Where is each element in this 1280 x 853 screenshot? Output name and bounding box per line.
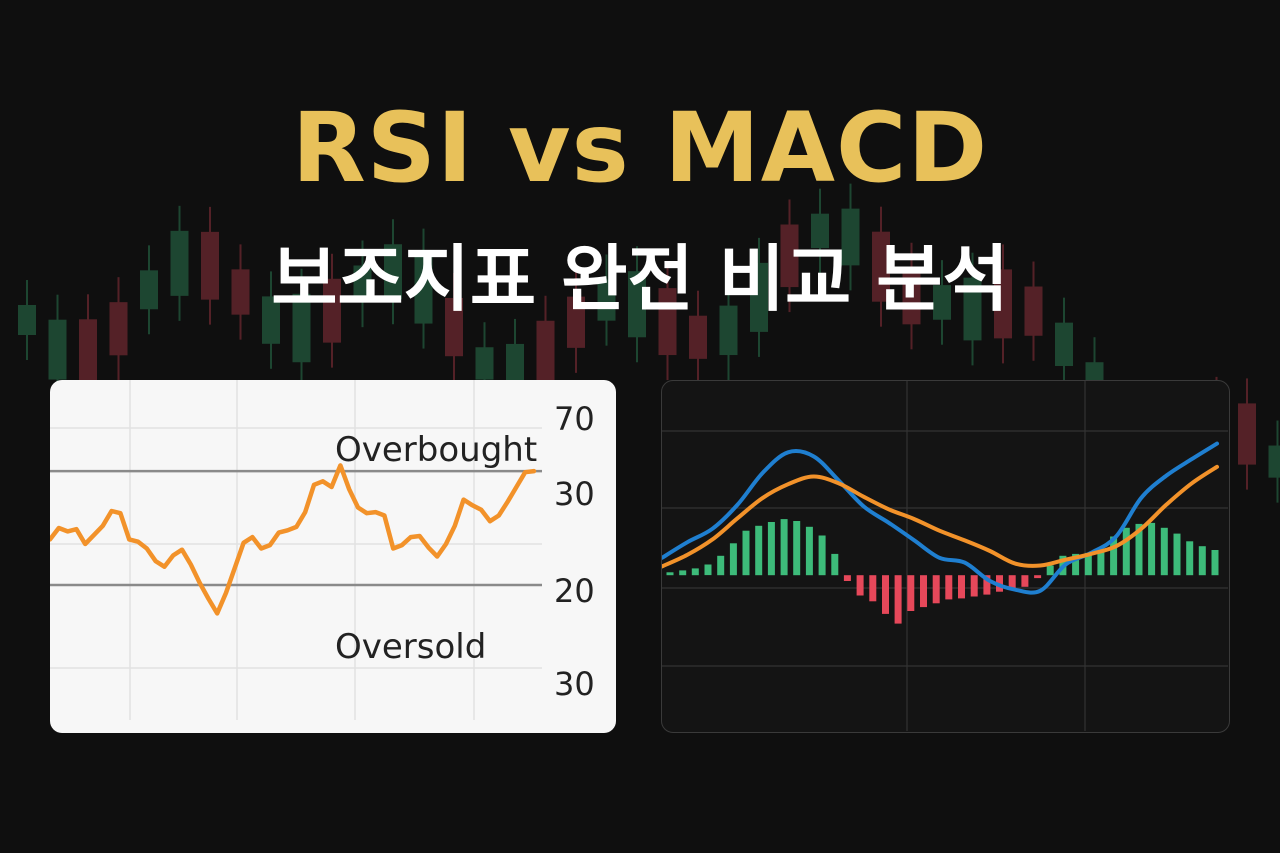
- candle-body: [475, 347, 494, 380]
- candle-body: [48, 319, 67, 380]
- candle-body: [628, 271, 646, 338]
- histogram-bar: [805, 526, 813, 576]
- histogram-bar: [907, 575, 915, 611]
- candle-body: [414, 253, 433, 324]
- histogram-bar: [1072, 553, 1080, 576]
- candle-body: [689, 315, 707, 359]
- histogram-bar: [1173, 533, 1181, 576]
- histogram-bar: [704, 564, 712, 576]
- macd-histogram: [666, 519, 1219, 624]
- macd-line: [662, 441, 1219, 595]
- candle-body: [750, 262, 768, 332]
- candle-body: [994, 269, 1012, 339]
- histogram-bar: [869, 575, 877, 602]
- histogram-bar: [958, 575, 965, 599]
- candle-body: [536, 320, 555, 391]
- candle-body: [811, 213, 829, 249]
- candle-body: [231, 269, 250, 315]
- histogram-bar: [945, 575, 953, 600]
- candle-body: [658, 288, 677, 356]
- candle-body: [353, 265, 372, 303]
- candle-body: [1238, 403, 1256, 465]
- candle-body: [170, 230, 189, 296]
- page-subtitle: 보조지표 완전 비교 분석: [271, 237, 1009, 321]
- histogram-bar: [729, 543, 737, 576]
- rsi-tick-label: 30: [554, 665, 595, 703]
- candle-body: [79, 319, 97, 390]
- histogram-bar: [1148, 522, 1156, 576]
- histogram-bar: [1122, 527, 1130, 576]
- candle-body: [140, 270, 158, 310]
- candle-body: [1055, 322, 1073, 366]
- candle-body: [902, 267, 921, 325]
- histogram-bar: [717, 555, 725, 576]
- histogram-bar: [1110, 536, 1118, 576]
- histogram-bar: [666, 572, 674, 576]
- histogram-bar: [983, 575, 991, 595]
- candle-body: [445, 297, 463, 357]
- candle-body: [292, 293, 311, 363]
- rsi-line: [50, 463, 537, 616]
- histogram-bar: [780, 519, 788, 576]
- histogram-bar: [1211, 550, 1219, 576]
- histogram-bar: [1097, 549, 1105, 576]
- histogram-bar: [1021, 575, 1029, 587]
- oversold-label: Oversold: [335, 627, 486, 667]
- rsi-grid: [50, 380, 542, 720]
- histogram-bar: [882, 575, 889, 614]
- histogram-bar: [970, 575, 978, 597]
- rsi-tick-label: 30: [554, 475, 595, 513]
- rsi-chart: 70 30 20 30 Overbought Oversold: [50, 380, 595, 720]
- candle-body: [719, 305, 738, 356]
- candle-body: [933, 285, 951, 320]
- histogram-bar: [1186, 541, 1194, 576]
- candle-body: [109, 302, 128, 356]
- macd-chart-panel: [661, 380, 1230, 733]
- histogram-bar: [894, 575, 902, 624]
- histogram-bar: [932, 575, 940, 604]
- candle-body: [323, 278, 341, 343]
- candle-body: [567, 296, 585, 348]
- candle-body: [963, 277, 982, 341]
- rsi-tick-label: 70: [554, 400, 595, 438]
- overbought-label: Overbought: [335, 430, 537, 470]
- candle-body: [1268, 445, 1280, 478]
- candle-body: [201, 231, 219, 300]
- histogram-bar: [818, 535, 826, 576]
- candle-body: [262, 296, 280, 344]
- histogram-bar: [742, 530, 750, 576]
- histogram-bar: [1198, 546, 1206, 576]
- histogram-bar: [831, 553, 839, 576]
- rsi-tick-label: 20: [554, 572, 595, 610]
- histogram-bar: [1135, 523, 1143, 576]
- signal-line: [662, 464, 1219, 569]
- histogram-bar: [679, 570, 687, 576]
- page-title: RSI vs MACD: [291, 92, 989, 204]
- candle-body: [841, 208, 860, 266]
- histogram-bar: [755, 525, 763, 576]
- candle-body: [872, 231, 890, 302]
- histogram-bar: [856, 575, 864, 596]
- histogram-bar: [767, 522, 775, 576]
- candle-body: [780, 224, 799, 288]
- histogram-bar: [920, 575, 927, 608]
- histogram-bar: [793, 521, 801, 576]
- histogram-bar: [1160, 527, 1168, 576]
- rsi-chart-panel: 70 30 20 30 Overbought Oversold: [50, 380, 616, 733]
- candle-body: [597, 279, 616, 321]
- histogram-bar: [1046, 565, 1054, 576]
- histogram-bar: [691, 568, 699, 576]
- histogram-bar: [1008, 575, 1016, 589]
- histogram-bar: [1084, 552, 1092, 576]
- candle-body: [18, 305, 36, 335]
- candle-body: [384, 244, 402, 300]
- histogram-bar: [1034, 575, 1042, 579]
- macd-chart: [662, 381, 1229, 731]
- candle-body: [1024, 286, 1043, 336]
- histogram-bar: [843, 575, 851, 581]
